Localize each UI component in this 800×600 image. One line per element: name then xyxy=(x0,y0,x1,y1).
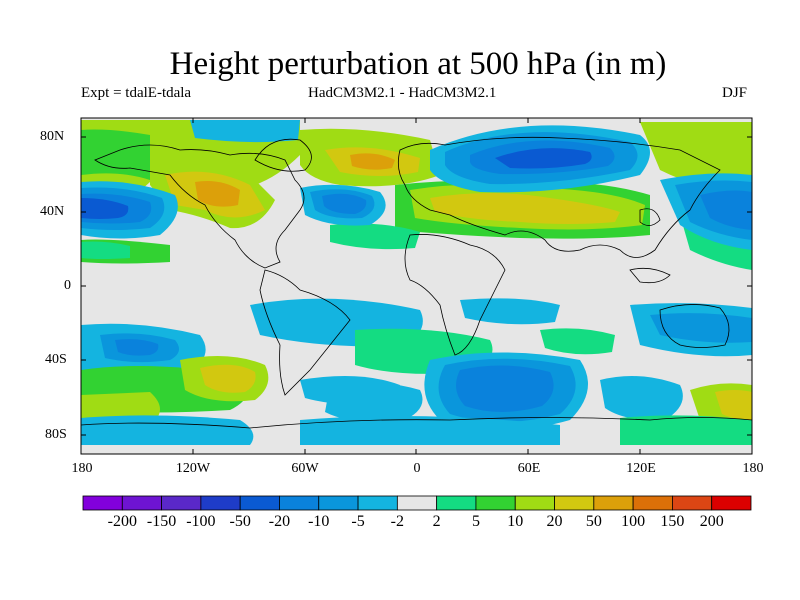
axis-ticks xyxy=(81,118,752,454)
colorbar-label: -10 xyxy=(308,513,330,530)
colorbar-swatch xyxy=(632,495,673,511)
lat-label-80n: 80N xyxy=(40,129,65,144)
season-label: DJF xyxy=(722,85,748,101)
colorbar-swatch xyxy=(554,495,595,511)
lat-label-40s: 40S xyxy=(45,352,67,367)
lon-label-120e: 120E xyxy=(626,461,656,476)
colorbar-swatch xyxy=(279,495,320,511)
colorbar-label: 200 xyxy=(699,513,724,530)
colorbar-label: -100 xyxy=(186,513,216,530)
lon-label-60w: 60W xyxy=(291,461,319,476)
lat-label-equator: 0 xyxy=(64,278,71,293)
model-label: HadCM3M2.1 - HadCM3M2.1 xyxy=(308,85,497,101)
colorbar-label: -50 xyxy=(229,513,251,530)
colorbar-swatch xyxy=(396,495,438,511)
colorbar-swatch xyxy=(672,495,713,511)
coastlines xyxy=(80,136,753,429)
colorbar-label: 2 xyxy=(432,513,441,530)
experiment-label: Expt = tdalE-tdala xyxy=(81,85,192,101)
colorbar-label: -2 xyxy=(390,513,405,530)
lon-label-60e: 60E xyxy=(517,461,541,476)
lon-label-180e: 180 xyxy=(742,461,764,476)
lon-label-0: 0 xyxy=(413,461,421,476)
colorbar-label: 50 xyxy=(585,513,602,530)
colorbar-swatch xyxy=(475,495,516,511)
colorbar-label: -150 xyxy=(146,513,177,530)
colorbar xyxy=(82,495,752,511)
lat-label-40n: 40N xyxy=(40,204,65,219)
colorbar-label: 20 xyxy=(546,513,563,530)
colorbar-swatch xyxy=(82,495,123,511)
colorbar-swatch xyxy=(593,495,634,511)
colorbar-label: -200 xyxy=(107,513,137,530)
colorbar-swatch xyxy=(161,495,202,511)
lon-label-120w: 120W xyxy=(175,461,211,476)
lon-label-180w: 180 xyxy=(71,461,93,476)
colorbar-swatch xyxy=(200,495,241,511)
colorbar-label: -5 xyxy=(351,513,365,530)
contour-field xyxy=(81,118,752,454)
colorbar-swatch xyxy=(239,495,280,511)
colorbar-label: 150 xyxy=(660,513,685,530)
colorbar-swatch xyxy=(436,495,477,511)
colorbar-label: 100 xyxy=(621,513,646,530)
lat-label-80s: 80S xyxy=(45,427,67,442)
map-title: Height perturbation at 500 hPa (in m) xyxy=(169,46,667,82)
colorbar-swatch xyxy=(318,495,359,511)
colorbar-swatch xyxy=(121,495,162,511)
colorbar-label: -20 xyxy=(268,513,291,530)
colorbar-label: 10 xyxy=(507,513,524,530)
colorbar-swatch xyxy=(711,495,752,511)
colorbar-swatch xyxy=(357,495,398,511)
colorbar-swatch xyxy=(514,495,555,511)
colorbar-label: 5 xyxy=(471,513,480,530)
